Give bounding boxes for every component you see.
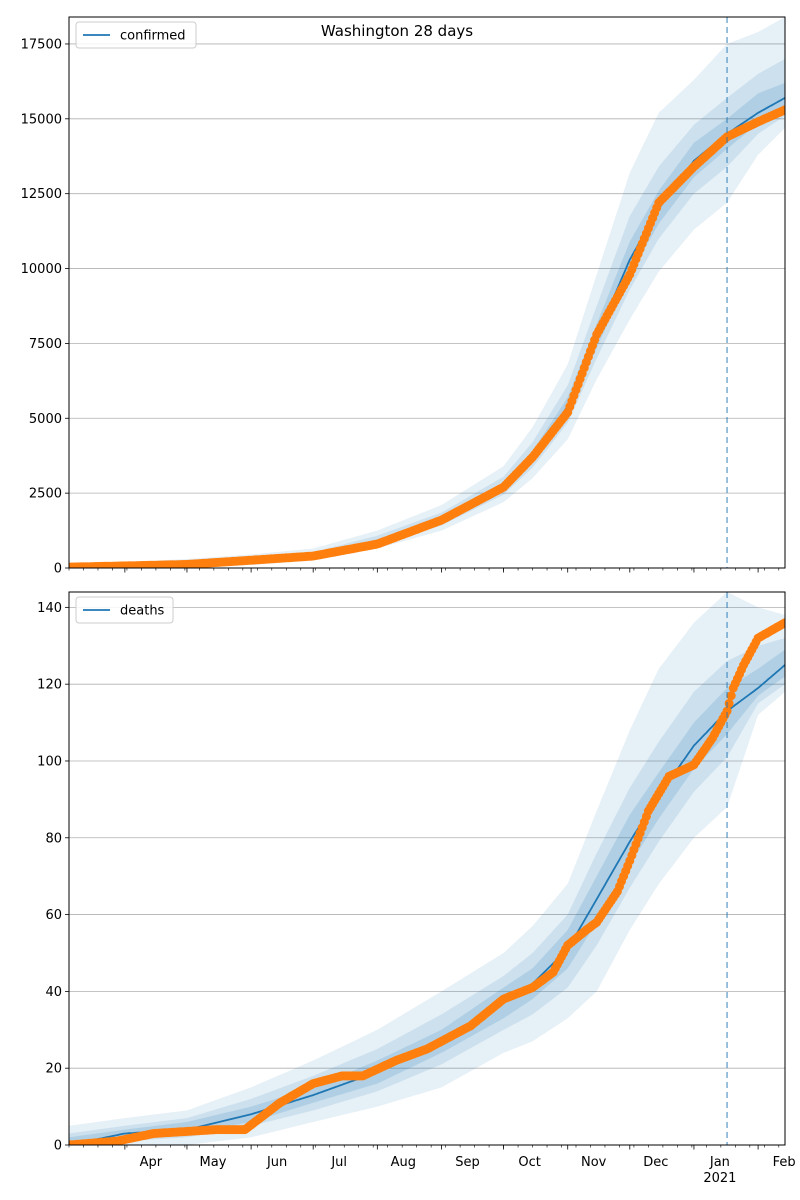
legend: confirmed — [75, 21, 197, 49]
uncertainty-band — [69, 638, 785, 1145]
y-tick-label: 10000 — [21, 262, 62, 277]
observed-point — [780, 105, 785, 115]
chart-title: Washington 28 days — [321, 22, 473, 40]
y-tick-label: 0 — [54, 1139, 62, 1154]
observed-point — [722, 706, 732, 716]
uncertainty-band — [69, 17, 785, 568]
x-tick-label: Jun — [266, 1155, 287, 1170]
x-year-label: 2021 — [703, 1171, 736, 1186]
legend-box — [75, 21, 197, 49]
observed-point — [780, 618, 785, 628]
y-tick-label: 17500 — [21, 37, 62, 52]
axes-frame — [68, 16, 786, 569]
x-tick-label: Jan — [709, 1155, 730, 1170]
y-tick-label: 20 — [45, 1062, 62, 1077]
y-tick-label: 120 — [37, 678, 62, 693]
x-axis: Apr May Jun Jul Aug Sep Oct Nov Dec Jan Feb 2021 — [140, 1155, 796, 1186]
y-tick-label: 12500 — [21, 187, 62, 202]
legend-label: confirmed — [120, 29, 186, 44]
legend-label: deaths — [120, 604, 165, 619]
y-tick-label: 15000 — [21, 112, 62, 127]
uncertainty-band — [69, 592, 785, 1145]
x-tick-label: Jul — [330, 1155, 347, 1170]
x-tick-label: Nov — [581, 1155, 607, 1170]
x-tick-label: May — [200, 1155, 227, 1170]
y-tick-label: 80 — [45, 831, 62, 846]
y-tick-label: 60 — [45, 908, 62, 923]
x-tick-label: Feb — [773, 1155, 796, 1170]
y-tick-label: 5000 — [29, 412, 62, 427]
y-tick-label: 100 — [37, 754, 62, 769]
observed-point — [724, 698, 734, 708]
axes-frame — [68, 591, 786, 1146]
x-tick-label: Sep — [455, 1155, 480, 1170]
uncertainty-band — [69, 58, 785, 568]
y-tick-label: 2500 — [29, 487, 62, 502]
legend: deaths — [75, 596, 174, 624]
legend-box — [75, 596, 174, 624]
deaths-panel: 0 20 40 60 80 100 120 140 deaths — [37, 591, 786, 1154]
x-tick-label: Apr — [140, 1155, 163, 1170]
y-tick-label: 7500 — [29, 337, 62, 352]
y-tick-label: 0 — [54, 562, 62, 577]
uncertainty-band — [69, 82, 785, 568]
confirmed-panel: 0 2500 5000 7500 10000 12500 15000 17500 confirm… — [21, 16, 786, 577]
x-tick-label: Dec — [643, 1155, 668, 1170]
y-tick-label: 40 — [45, 985, 62, 1000]
x-tick-label: Aug — [391, 1155, 416, 1170]
y-tick-label: 140 — [37, 601, 62, 616]
x-tick-label: Oct — [518, 1155, 540, 1170]
observed-point — [726, 691, 736, 701]
